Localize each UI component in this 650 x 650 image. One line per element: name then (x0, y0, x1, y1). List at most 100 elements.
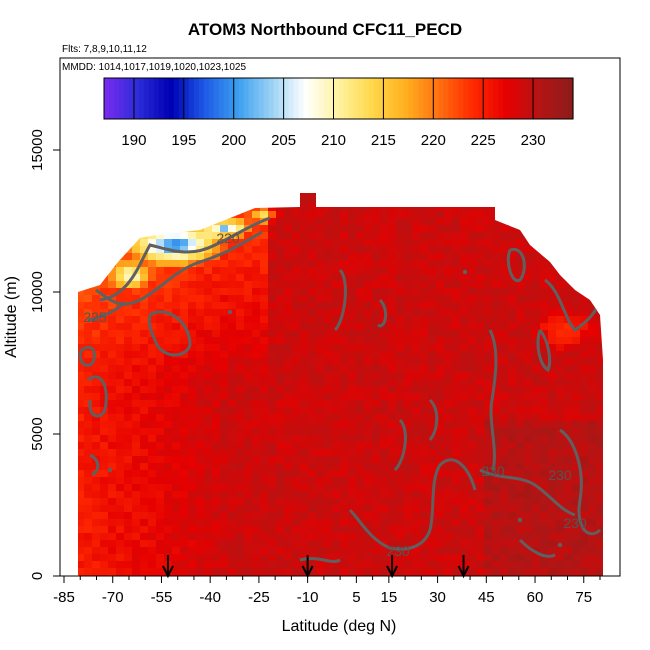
heatmap-cell (284, 365, 293, 373)
heatmap-cell (284, 421, 293, 429)
heatmap-cell (84, 505, 93, 513)
heatmap-cell (84, 253, 93, 261)
heatmap-cell (308, 568, 317, 576)
heatmap-cell (364, 309, 373, 317)
heatmap-cell (260, 323, 269, 331)
heatmap-cell (164, 288, 173, 296)
heatmap-cell (148, 519, 157, 527)
colorbar-segment (333, 78, 340, 119)
heatmap-cell (124, 246, 133, 254)
heatmap-cell (468, 351, 477, 359)
colorbar-tick-label: 205 (271, 132, 296, 149)
heatmap-cell (588, 400, 597, 408)
heatmap-cell (492, 561, 501, 569)
heatmap-cell (468, 491, 477, 499)
heatmap-cell (564, 330, 573, 338)
heatmap-cell (356, 386, 365, 394)
heatmap-cell (484, 274, 493, 282)
heatmap-cell (460, 211, 469, 219)
heatmap-cell (300, 533, 309, 541)
heatmap-cell (268, 260, 277, 268)
heatmap-cell (204, 428, 213, 436)
heatmap-cell (564, 554, 573, 562)
heatmap-cell (78, 519, 85, 527)
heatmap-cell (532, 505, 541, 513)
heatmap-cell (492, 281, 501, 289)
heatmap-cell (292, 239, 301, 247)
heatmap-cell (244, 442, 253, 450)
heatmap-cell (556, 253, 565, 261)
heatmap-cell (116, 225, 125, 233)
heatmap-cell (492, 540, 501, 548)
heatmap-cell (412, 197, 421, 205)
heatmap-cell (188, 484, 197, 492)
heatmap-cell (588, 260, 597, 268)
heatmap-cell (404, 302, 413, 310)
heatmap-cell (380, 491, 389, 499)
heatmap-cell (604, 386, 612, 393)
heatmap-cell (364, 246, 373, 254)
heatmap-cell (556, 435, 565, 443)
heatmap-cell (164, 197, 173, 205)
heatmap-cell (140, 421, 149, 429)
heatmap-cell (356, 449, 365, 457)
heatmap-cell (364, 267, 373, 275)
heatmap-cell (284, 463, 293, 471)
heatmap-cell (500, 260, 509, 268)
heatmap-cell (348, 519, 357, 527)
heatmap-cell (388, 253, 397, 261)
heatmap-cell (500, 512, 509, 520)
heatmap-cell (388, 540, 397, 548)
heatmap-cell (388, 400, 397, 408)
heatmap-cell (500, 470, 509, 478)
heatmap-cell (132, 421, 141, 429)
heatmap-cell (292, 400, 301, 408)
heatmap-cell (300, 393, 309, 401)
heatmap-cell (284, 533, 293, 541)
heatmap-cell (564, 337, 573, 345)
heatmap-cell (244, 337, 253, 345)
heatmap-cell (148, 211, 157, 219)
heatmap-cell (276, 365, 285, 373)
contour-line (536, 329, 552, 373)
heatmap-cell (236, 309, 245, 317)
heatmap-cell (124, 351, 133, 359)
heatmap-cell (164, 274, 173, 282)
heatmap-cell (220, 456, 229, 464)
heatmap-cell (572, 253, 581, 261)
heatmap-cell (172, 428, 181, 436)
heatmap-cell (268, 463, 277, 471)
heatmap-cell (116, 540, 125, 548)
heatmap-cell (556, 232, 565, 240)
heatmap-cell (84, 428, 93, 436)
heatmap-cell (436, 519, 445, 527)
heatmap-cell (172, 547, 181, 555)
heatmap-cell (116, 470, 125, 478)
heatmap-cell (540, 274, 549, 282)
heatmap-cell (596, 351, 603, 359)
heatmap-cell (324, 281, 333, 289)
heatmap-cell (196, 330, 205, 338)
heatmap-cell (324, 197, 333, 205)
heatmap-cell (124, 225, 133, 233)
heatmap-cell (396, 193, 405, 198)
heatmap-cell (596, 302, 603, 310)
heatmap-cell (324, 484, 333, 492)
heatmap-cell (100, 302, 109, 310)
heatmap-cell (132, 302, 141, 310)
heatmap-cell (292, 225, 301, 233)
heatmap-cell (204, 239, 213, 247)
heatmap-cell (116, 526, 125, 534)
heatmap-cell (316, 358, 325, 366)
heatmap-cell (116, 379, 125, 387)
heatmap-cell (580, 379, 589, 387)
heatmap-cell (556, 316, 565, 324)
heatmap-cell (572, 218, 581, 226)
heatmap-cell (380, 239, 389, 247)
heatmap-cell (196, 295, 205, 303)
heatmap-cell (420, 456, 429, 464)
heatmap-cell (380, 393, 389, 401)
heatmap-cell (596, 400, 603, 408)
heatmap-cell (252, 246, 261, 254)
heatmap-cell (188, 225, 197, 233)
